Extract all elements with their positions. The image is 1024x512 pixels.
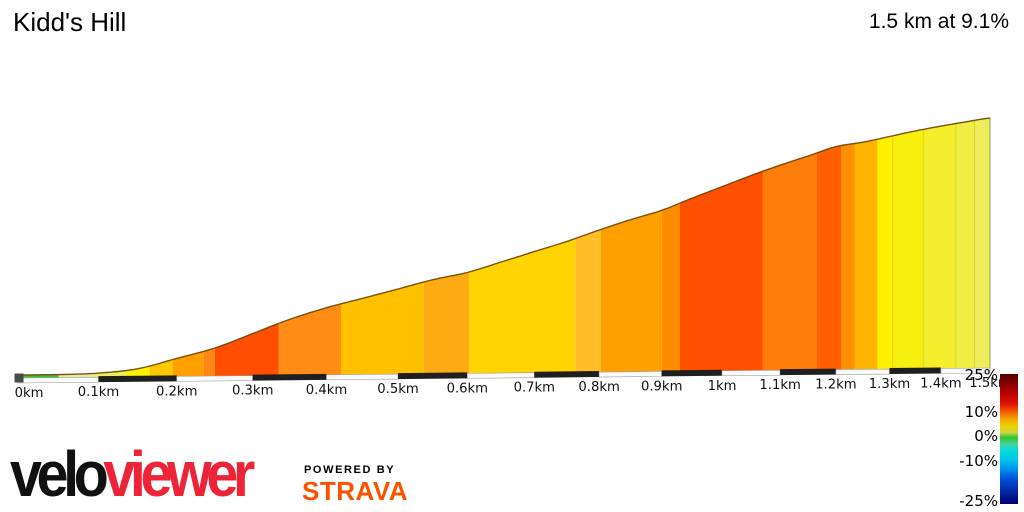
gradient-segment — [469, 238, 576, 374]
scale-band-light — [176, 375, 254, 382]
gradient-segment — [203, 348, 215, 377]
x-tick-label: 1.3km — [869, 377, 910, 392]
veloviewer-logo: veloviewer — [10, 442, 255, 506]
x-tick-label: 0.2km — [156, 384, 197, 399]
gradient-segment — [816, 145, 842, 370]
x-tick-label: 0.3km — [232, 384, 273, 399]
veloviewer-logo-velo: velo — [10, 438, 109, 510]
scale-band-light — [17, 376, 99, 384]
x-tick-label: 1.2km — [815, 378, 856, 393]
gradient-color-scale — [1000, 374, 1018, 504]
x-tick-label: 0.6km — [447, 381, 488, 396]
page-title: Kidd's Hill — [13, 7, 127, 37]
scale-band-light — [940, 367, 991, 374]
gradient-segment — [923, 123, 956, 369]
gradient-segment — [680, 171, 763, 372]
x-tick-label: 0.5km — [377, 382, 418, 397]
strava-logo: STRAVA — [302, 476, 409, 506]
legend-label-0: 0% — [974, 427, 998, 445]
scale-band-dark — [661, 369, 722, 377]
gradient-segment — [892, 129, 924, 369]
legend-label-10: 10% — [964, 403, 998, 421]
legend-label-max: 25% — [964, 366, 998, 384]
gradient-segment — [877, 135, 893, 370]
x-tick-label: 0.4km — [306, 383, 347, 398]
scale-band-light — [835, 368, 890, 375]
gradient-segment — [854, 139, 878, 370]
legend-label-neg10: -10% — [959, 452, 998, 470]
gradient-segment — [341, 281, 424, 375]
start-marker — [14, 373, 24, 383]
gradient-segment — [149, 359, 173, 377]
gradient-segment — [955, 120, 975, 369]
profile-outline — [18, 117, 991, 376]
gradient-segment — [601, 210, 662, 372]
x-tick-label: 1.4km — [920, 377, 961, 392]
legend-label-min: -25% — [959, 492, 998, 510]
scale-band-dark — [889, 367, 941, 375]
gradient-segment — [126, 366, 150, 377]
scale-band-light — [598, 371, 662, 378]
x-tick-label: 0.8km — [578, 380, 619, 395]
gradient-segment — [762, 153, 817, 371]
scale-band-dark — [534, 371, 600, 378]
gradient-segment — [423, 271, 470, 374]
gradient-segment — [215, 323, 279, 376]
gradient-segment — [841, 143, 855, 370]
x-tick-label: 0.9km — [641, 379, 682, 394]
scale-band-dark — [252, 373, 327, 381]
scale-band-light — [326, 373, 399, 381]
scale-band-dark — [780, 368, 836, 376]
veloviewer-logo-viewer: viewer — [103, 438, 255, 510]
x-tick-label: 0.7km — [514, 381, 555, 396]
x-tick-label: 0km — [15, 386, 44, 401]
gradient-segment — [575, 229, 601, 373]
gradient-segment — [278, 303, 341, 376]
gradient-segment — [661, 203, 680, 372]
gradient-segment — [974, 118, 990, 369]
x-tick-label: 0.1km — [78, 385, 119, 400]
gradient-segment — [94, 370, 127, 378]
x-tick-label: 1km — [708, 379, 737, 394]
scale-band-light — [721, 369, 781, 377]
powered-by-label: POWERED BY — [304, 464, 396, 476]
scale-band-dark — [398, 372, 468, 380]
scale-band-dark — [98, 375, 177, 383]
scale-band-light — [466, 372, 535, 379]
x-tick-label: 1.1km — [759, 378, 800, 393]
climb-summary: 1.5 km at 9.1% — [868, 10, 1009, 33]
